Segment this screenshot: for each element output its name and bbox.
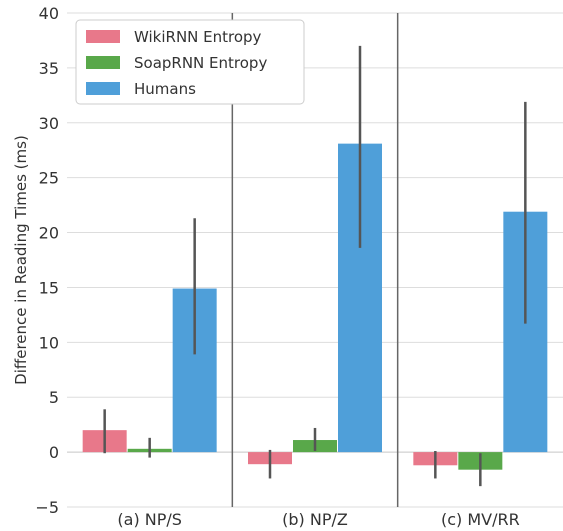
y-tick-label: 10 xyxy=(39,333,59,352)
y-axis-label: Difference in Reading Times (ms) xyxy=(12,135,30,385)
y-tick-labels: −5 0 5 10 15 20 25 30 35 40 xyxy=(35,4,59,517)
legend-swatch xyxy=(86,30,120,43)
y-tick-label: 25 xyxy=(39,169,59,188)
x-tick-label: (c) MV/RR xyxy=(441,510,520,529)
y-tick-label: 0 xyxy=(49,443,59,462)
legend-box xyxy=(75,19,305,105)
legend-swatch xyxy=(86,82,120,95)
error-bars xyxy=(103,45,527,487)
legend-label: WikiRNN Entropy xyxy=(134,28,262,46)
y-tick-label: 35 xyxy=(39,59,59,78)
legend-swatch xyxy=(86,56,120,69)
y-tick-label: 20 xyxy=(39,224,59,243)
y-tick-label: 30 xyxy=(39,114,59,133)
x-tick-label: (a) NP/S xyxy=(117,510,182,529)
y-tick-label: 40 xyxy=(39,4,59,23)
x-tick-label: (b) NP/Z xyxy=(282,510,348,529)
y-tick-label: −5 xyxy=(35,498,59,517)
legend-label: Humans xyxy=(134,80,196,98)
legend-label: SoapRNN Entropy xyxy=(134,54,267,72)
y-tick-label: 15 xyxy=(39,278,59,297)
legend: WikiRNN Entropy SoapRNN Entropy Humans xyxy=(75,19,305,105)
y-tick-label: 5 xyxy=(49,388,59,407)
bars xyxy=(82,143,548,470)
x-tick-labels: (a) NP/S (b) NP/Z (c) MV/RR xyxy=(117,510,519,529)
